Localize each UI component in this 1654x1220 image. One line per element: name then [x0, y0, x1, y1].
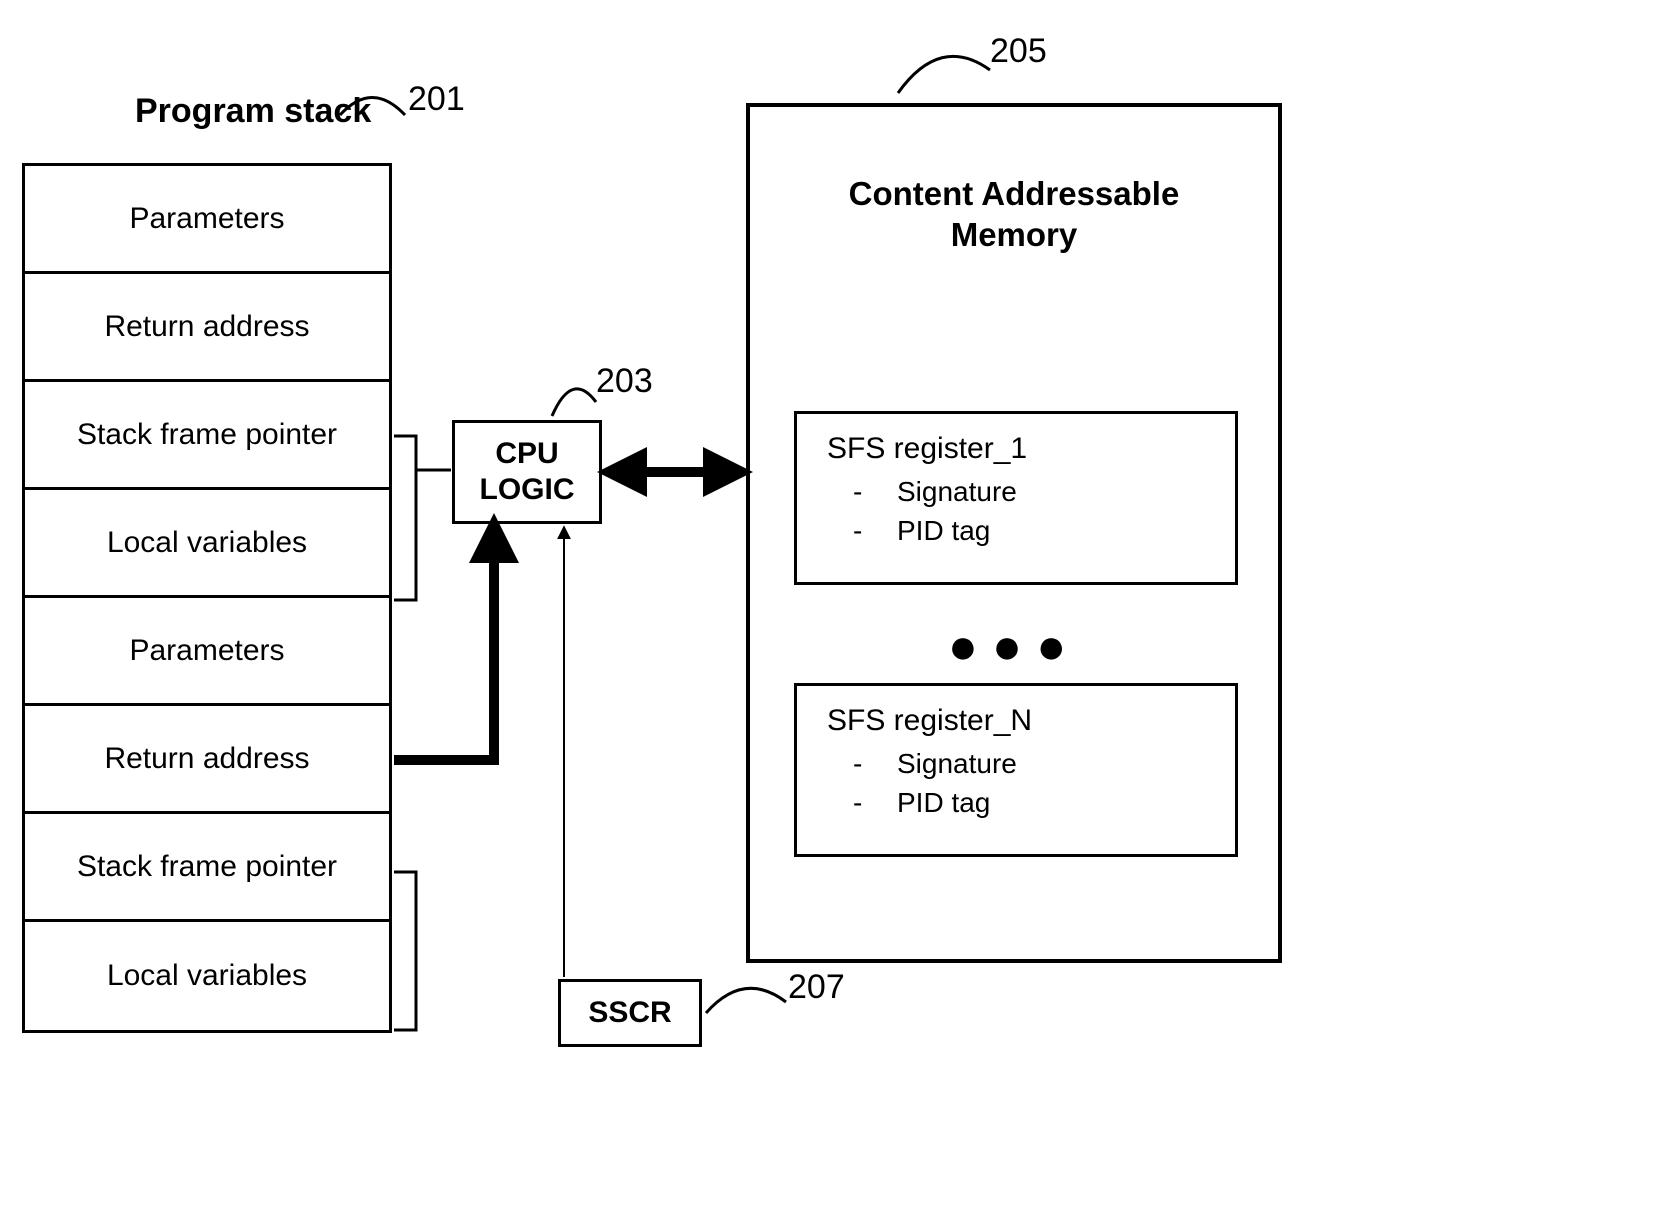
sfs1-item2: PID tag	[897, 511, 1215, 550]
ref-201: 201	[408, 80, 465, 119]
program-stack: Parameters Return address Stack frame po…	[22, 163, 392, 1033]
leader-207	[706, 988, 786, 1013]
stack-row: Parameters	[25, 166, 389, 274]
bracket-upper	[394, 436, 416, 600]
cam-title: Content Addressable Memory	[750, 173, 1278, 256]
cpu-line2: LOGIC	[480, 472, 575, 508]
sfsn-item1: Signature	[897, 744, 1215, 783]
sfs1-item1: Signature	[897, 472, 1215, 511]
sscr-label: SSCR	[588, 996, 671, 1030]
ellipsis-icon: ●●●	[948, 617, 1081, 675]
stack-row: Return address	[25, 706, 389, 814]
stack-row: Parameters	[25, 598, 389, 706]
cam-title-line2: Memory	[951, 216, 1078, 253]
arrow-returnaddr-to-cpu	[394, 528, 494, 760]
sfsn-name: SFS register_N	[827, 704, 1215, 738]
stack-row: Local variables	[25, 922, 389, 1030]
leader-205	[898, 56, 990, 93]
sfs-register-1: SFS register_1 Signature PID tag	[794, 411, 1238, 585]
cpu-line1: CPU	[495, 436, 558, 472]
stack-row: Stack frame pointer	[25, 814, 389, 922]
stack-row: Stack frame pointer	[25, 382, 389, 490]
stack-row: Return address	[25, 274, 389, 382]
bracket-lower	[394, 872, 416, 1030]
ref-207: 207	[788, 968, 845, 1007]
stack-row: Local variables	[25, 490, 389, 598]
cam-title-line1: Content Addressable	[849, 175, 1180, 212]
cam-box: Content Addressable Memory SFS register_…	[746, 103, 1282, 963]
sfsn-item2: PID tag	[897, 783, 1215, 822]
sfs1-name: SFS register_1	[827, 432, 1215, 466]
ref-205: 205	[990, 32, 1047, 71]
sfs-register-n: SFS register_N Signature PID tag	[794, 683, 1238, 857]
ref-203: 203	[596, 362, 653, 401]
cpu-logic-box: CPU LOGIC	[452, 420, 602, 524]
leader-203	[552, 389, 596, 416]
sscr-box: SSCR	[558, 979, 702, 1047]
stack-title: Program stack	[135, 92, 371, 131]
